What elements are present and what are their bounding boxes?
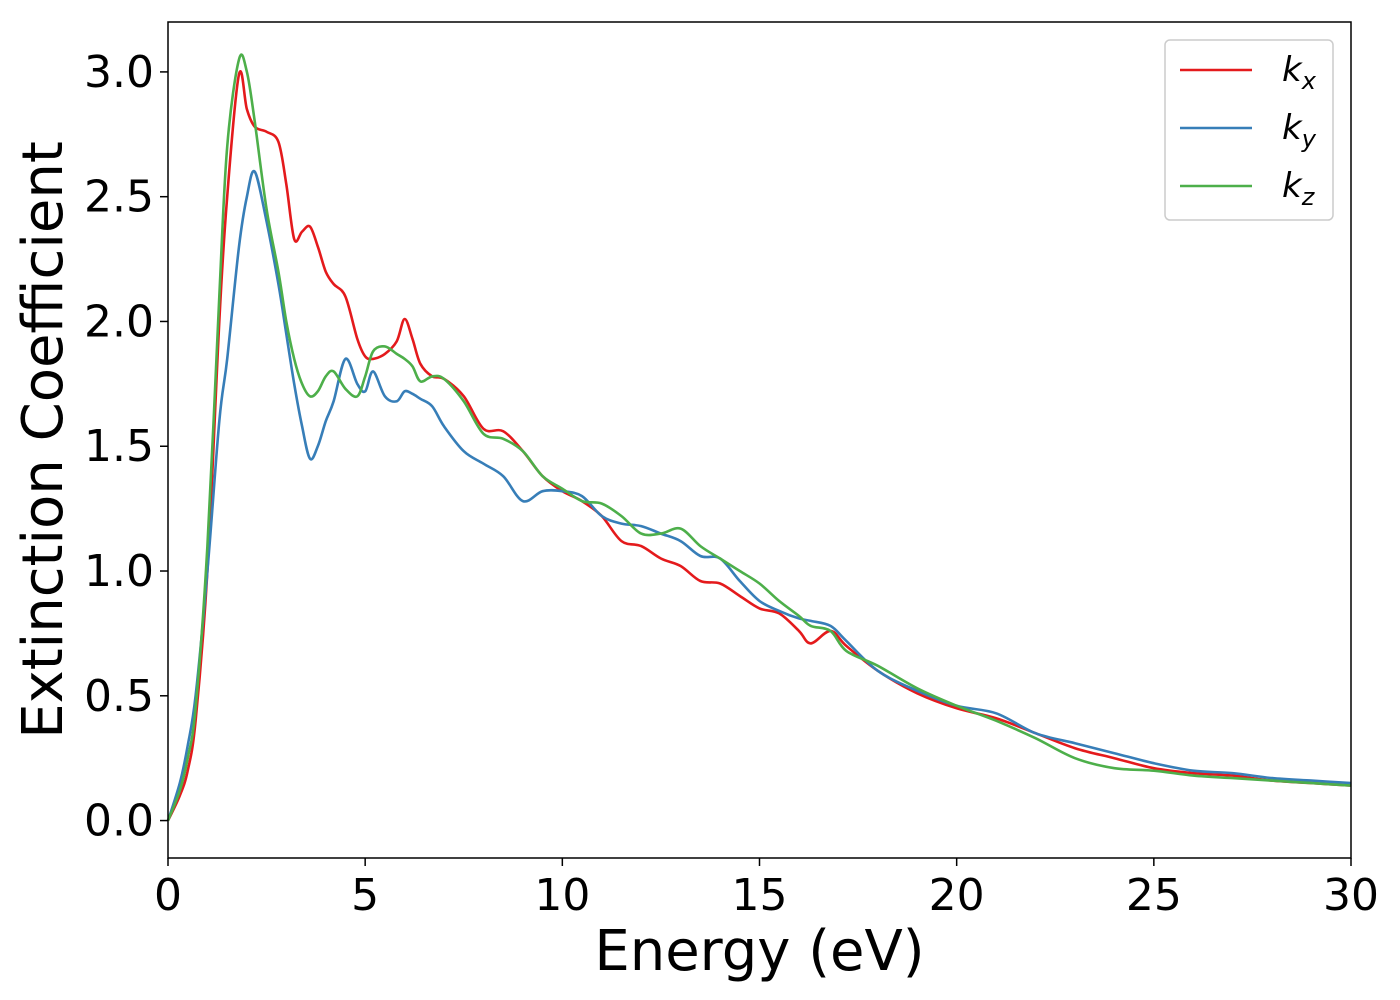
legend-label-subscript: y	[1301, 125, 1317, 153]
series-line-y	[166, 169, 1352, 821]
x-tick-label: 15	[732, 870, 788, 921]
legend-label-subscript: x	[1301, 67, 1317, 95]
y-tick-label: 1.0	[84, 546, 154, 597]
legend-label-base: k	[1282, 166, 1303, 206]
y-tick-label: 2.0	[84, 296, 154, 347]
y-tick-label: 3.0	[84, 47, 154, 98]
x-tick-label: 30	[1323, 870, 1379, 921]
plot-background	[168, 22, 1351, 858]
legend-label-subscript: z	[1301, 183, 1316, 211]
legend-label-x: kx	[1282, 50, 1317, 95]
legend-label-z: kz	[1282, 166, 1316, 211]
legend-label-y: ky	[1282, 108, 1317, 153]
series-layer	[166, 53, 1352, 822]
series-line-x	[166, 70, 1352, 822]
x-axis-title: Energy (eV)	[594, 919, 924, 984]
series-line-z	[166, 53, 1352, 822]
x-axis: 0 5 10 15 20 25 30	[154, 858, 1379, 921]
legend-label-base: k	[1282, 108, 1303, 148]
x-tick-label: 10	[534, 870, 590, 921]
x-tick-label: 25	[1126, 870, 1182, 921]
x-tick-label: 0	[154, 870, 182, 921]
y-axis-title: Extinction Coefficient	[11, 141, 76, 739]
y-axis: 0.0 0.5 1.0 1.5 2.0 2.5 3.0	[84, 47, 168, 847]
legend-label-base: k	[1282, 50, 1303, 90]
x-tick-label: 5	[351, 870, 379, 921]
y-tick-label: 0.0	[84, 796, 154, 847]
x-tick-label: 20	[929, 870, 985, 921]
y-tick-label: 2.5	[84, 172, 154, 223]
legend-box	[1164, 39, 1334, 221]
y-tick-label: 0.5	[84, 671, 154, 722]
y-tick-label: 1.5	[84, 421, 154, 472]
